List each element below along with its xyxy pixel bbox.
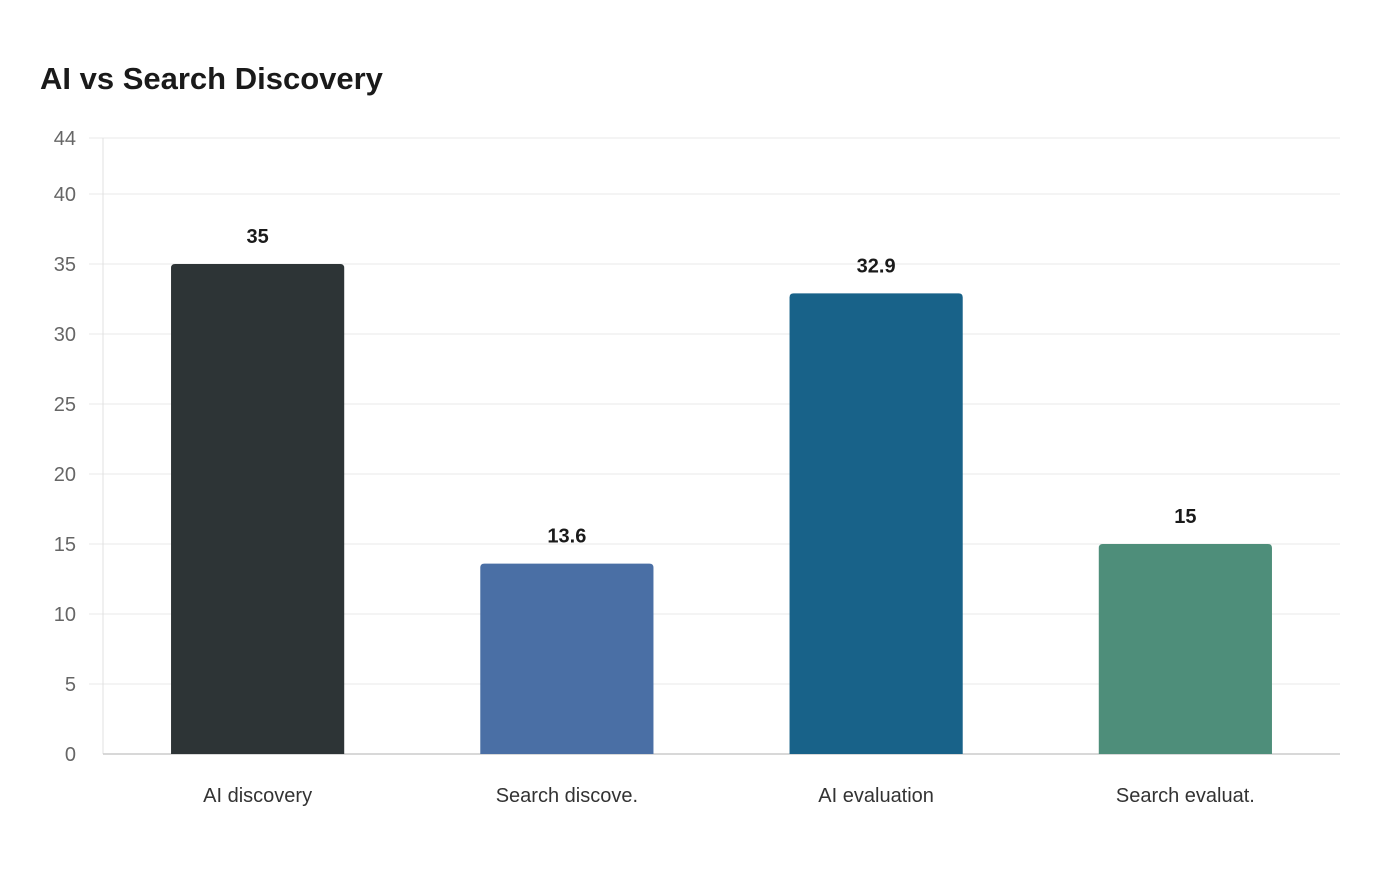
y-tick-label: 30 (54, 324, 76, 346)
data-label-4: 15 (1174, 506, 1196, 528)
chart-title: AI vs Search Discovery (40, 61, 383, 96)
data-label-2: 13.6 (547, 526, 586, 548)
y-tick-label: 5 (65, 674, 76, 696)
bars (171, 264, 1272, 754)
data-label-3: 32.9 (857, 255, 896, 277)
data-label-1: 35 (247, 226, 269, 248)
category-label-1: AI discovery (203, 785, 312, 807)
category-label-4: Search evaluat. (1116, 785, 1255, 807)
y-tick-label: 40 (54, 184, 76, 206)
bar-1 (171, 264, 345, 754)
data-labels: 35 13.6 32.9 15 (247, 226, 1197, 548)
y-tick-label: 0 (65, 744, 76, 766)
category-labels: AI discovery Search discove. AI evaluation… (203, 785, 1255, 807)
bar-4 (1098, 544, 1272, 754)
y-tick-label: 25 (54, 394, 76, 416)
bar-3 (789, 293, 963, 754)
y-tick-label: 44 (54, 128, 76, 150)
y-tick-labels: 0 5 10 15 20 25 30 35 40 44 (54, 128, 76, 766)
y-tick-label: 20 (54, 464, 76, 486)
y-tick-label: 35 (54, 254, 76, 276)
category-label-2: Search discove. (496, 785, 638, 807)
y-tick-label: 15 (54, 534, 76, 556)
category-label-3: AI evaluation (818, 785, 934, 807)
bar-2 (480, 563, 654, 754)
y-tick-label: 10 (54, 604, 76, 626)
